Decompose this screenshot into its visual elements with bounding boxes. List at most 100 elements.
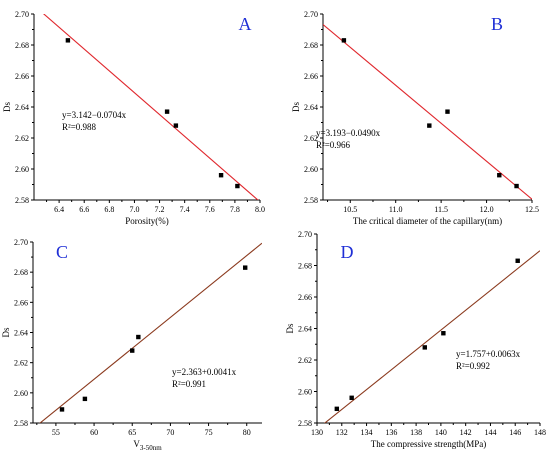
y-axis-label: Ds bbox=[1, 327, 11, 337]
x-tick-label: 146 bbox=[509, 428, 521, 437]
panel-label: C bbox=[56, 242, 68, 262]
data-point bbox=[514, 183, 519, 189]
x-tick-label: 148 bbox=[534, 428, 546, 437]
x-tick-label: 11.0 bbox=[389, 205, 403, 214]
data-point bbox=[497, 173, 502, 178]
y-tick-label: 2.68 bbox=[304, 41, 318, 50]
x-tick-label: 10.5 bbox=[343, 205, 357, 214]
y-tick-label: 2.60 bbox=[298, 388, 312, 397]
chart-panel-b: 10.5 11.0 11.5 12.0 12.5 2.58 2.60 2.62 2.64 2.66… bbox=[291, 10, 539, 226]
y-tick-label: 2.64 bbox=[298, 325, 312, 334]
x-tick-label: 144 bbox=[484, 428, 496, 437]
x-tick-label: 60 bbox=[90, 428, 98, 437]
x-tick-label: 6.4 bbox=[54, 205, 64, 214]
data-point bbox=[82, 396, 88, 402]
fit-line bbox=[323, 250, 540, 423]
x-tick-label: 7.6 bbox=[205, 205, 215, 214]
data-point bbox=[65, 38, 71, 43]
data-point bbox=[173, 123, 179, 128]
x-tick-label: 132 bbox=[336, 428, 348, 437]
fit-equation: y=1.757+0.0063x bbox=[456, 349, 521, 359]
y-tick-label: 2.70 bbox=[14, 238, 28, 247]
x-tick-label: 140 bbox=[435, 428, 447, 437]
y-tick-label: 2.68 bbox=[298, 262, 312, 271]
fit-equation: y=2.363+0.0041x bbox=[172, 367, 237, 377]
y-tick-label: 2.64 bbox=[14, 329, 28, 338]
y-tick-label: 2.64 bbox=[15, 103, 29, 112]
x-tick-label: 7.8 bbox=[230, 205, 240, 214]
fit-r-squared: R²=0.988 bbox=[62, 122, 97, 132]
x-tick-label: 138 bbox=[410, 428, 422, 437]
fit-line bbox=[323, 24, 532, 200]
panel-label: A bbox=[239, 14, 252, 34]
fit-line bbox=[43, 14, 259, 200]
y-tick-label: 2.66 bbox=[14, 298, 28, 307]
fit-r-squared: R²=0.966 bbox=[316, 140, 351, 150]
data-point bbox=[130, 348, 135, 353]
chart-panel-d: 130 132 134 136 138 140 142 144 146 148 2.58 2.60 2.… bbox=[285, 230, 546, 449]
x-tick-label: 80 bbox=[243, 428, 251, 437]
data-point bbox=[515, 258, 520, 263]
fit-line bbox=[39, 242, 262, 423]
fit-r-squared: R²=0.991 bbox=[172, 379, 206, 389]
y-axis-label: Ds bbox=[2, 102, 12, 112]
y-tick-label: 2.66 bbox=[15, 72, 29, 81]
x-tick-label: 6.6 bbox=[79, 205, 89, 214]
x-tick-label: 134 bbox=[361, 428, 373, 437]
y-tick-label: 2.70 bbox=[298, 230, 312, 239]
x-tick-label: 7.4 bbox=[180, 205, 190, 214]
x-tick-label: 7.0 bbox=[129, 205, 139, 214]
data-point bbox=[349, 395, 354, 400]
y-tick-label: 2.58 bbox=[298, 419, 312, 428]
y-tick-label: 2.58 bbox=[304, 196, 318, 205]
y-tick-label: 2.62 bbox=[14, 359, 28, 368]
y-tick-label: 2.66 bbox=[304, 72, 318, 81]
y-tick-label: 2.62 bbox=[15, 134, 29, 143]
x-axis-label: V3-50nm bbox=[133, 439, 162, 452]
data-point bbox=[334, 406, 340, 412]
y-tick-label: 2.60 bbox=[15, 165, 29, 174]
x-tick-label: 136 bbox=[385, 428, 397, 437]
data-point bbox=[445, 109, 450, 114]
y-axis-label: Ds bbox=[285, 323, 295, 333]
data-point bbox=[59, 407, 65, 412]
x-tick-label: 12.0 bbox=[480, 205, 494, 214]
x-axis-label-subscript: 3-50nm bbox=[140, 444, 162, 452]
x-tick-label: 130 bbox=[311, 428, 323, 437]
x-axis-label: The critical diameter of the capillary(n… bbox=[353, 216, 502, 226]
data-point bbox=[441, 331, 446, 336]
y-tick-label: 2.60 bbox=[304, 165, 318, 174]
x-tick-label: 70 bbox=[166, 428, 174, 437]
x-tick-label: 8.0 bbox=[255, 205, 265, 214]
y-tick-label: 2.70 bbox=[304, 10, 318, 19]
data-point bbox=[164, 109, 170, 114]
x-tick-label: 75 bbox=[205, 428, 213, 437]
x-axis-label: Porosity(%) bbox=[125, 216, 169, 226]
y-axis-label: Ds bbox=[291, 102, 301, 112]
y-tick-label: 2.60 bbox=[14, 389, 28, 398]
data-point bbox=[235, 183, 240, 189]
x-tick-label: 65 bbox=[128, 428, 136, 437]
x-tick-label: 12.5 bbox=[525, 205, 539, 214]
x-tick-label: 55 bbox=[52, 428, 60, 437]
x-tick-label: 142 bbox=[460, 428, 472, 437]
chart-panel-a: 6.4 6.6 6.8 7.0 7.2 7.4 7.6 7.8 8.0 2.58 2.60 2.62 2… bbox=[2, 10, 265, 226]
chart-panel-c: 55 60 65 70 75 80 2.58 2.60 2.62 2.64 2.66 2.68 2.70… bbox=[1, 238, 262, 452]
y-tick-label: 2.62 bbox=[304, 134, 318, 143]
y-tick-label: 2.62 bbox=[298, 356, 312, 365]
panel-label: B bbox=[491, 14, 503, 34]
data-point bbox=[341, 38, 347, 43]
fit-equation: y=3.193−0.0490x bbox=[316, 128, 381, 138]
data-point bbox=[427, 123, 432, 128]
x-axis-label: The compressive strength(MPa) bbox=[371, 439, 486, 449]
x-tick-label: 6.8 bbox=[104, 205, 114, 214]
y-tick-label: 2.58 bbox=[15, 196, 29, 205]
data-point bbox=[422, 345, 427, 350]
fit-r-squared: R²=0.992 bbox=[456, 361, 490, 371]
fit-equation: y=3.142−0.0704x bbox=[62, 110, 127, 120]
y-tick-label: 2.70 bbox=[15, 10, 29, 19]
x-tick-label: 7.2 bbox=[155, 205, 165, 214]
data-point bbox=[218, 173, 224, 178]
y-tick-label: 2.58 bbox=[14, 419, 28, 428]
